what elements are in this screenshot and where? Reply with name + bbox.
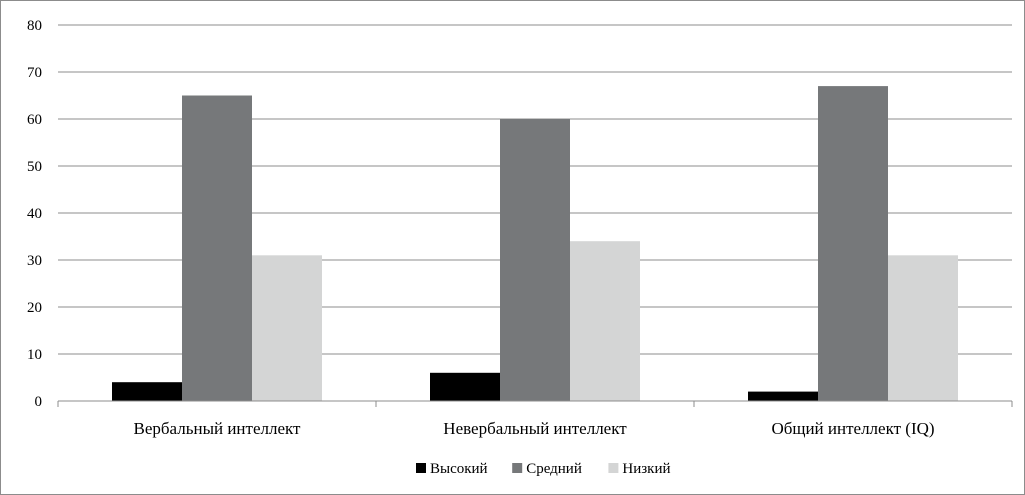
x-category-label: Общий интеллект (IQ) bbox=[771, 419, 934, 438]
bar-3-3 bbox=[888, 255, 958, 401]
x-category-label: Вербальный интеллект bbox=[134, 419, 302, 438]
bar-2-2 bbox=[500, 119, 570, 401]
legend-swatch-1 bbox=[416, 463, 426, 473]
legend-swatch-2 bbox=[512, 463, 523, 473]
y-axis-tick-labels: 0 10 20 30 40 50 60 70 80 bbox=[27, 18, 42, 410]
legend-label-3: Низкий bbox=[622, 461, 670, 477]
bar-3-2 bbox=[570, 241, 640, 401]
bar-1-1 bbox=[112, 382, 182, 401]
bar-1-2 bbox=[430, 372, 500, 401]
y-tick-label: 50 bbox=[27, 159, 42, 175]
y-tick-label: 30 bbox=[27, 253, 42, 269]
y-tick-label: 70 bbox=[27, 65, 42, 81]
bar-2-3 bbox=[818, 86, 888, 401]
bar-3-1 bbox=[252, 255, 322, 401]
bars bbox=[112, 86, 958, 401]
y-tick-label: 0 bbox=[35, 394, 43, 410]
legend-label-2: Средний bbox=[526, 461, 582, 477]
x-axis-category-labels: Вербальный интеллект Невербальный интелле… bbox=[134, 419, 935, 438]
y-tick-label: 60 bbox=[27, 112, 42, 128]
bar-1-3 bbox=[748, 391, 818, 401]
legend-swatch-3 bbox=[608, 463, 619, 473]
y-tick-label: 40 bbox=[27, 206, 42, 222]
y-tick-label: 10 bbox=[27, 347, 42, 363]
x-axis bbox=[57, 400, 1013, 407]
bar-2-1 bbox=[182, 95, 252, 401]
x-category-label: Невербальный интеллект bbox=[443, 419, 627, 438]
legend: Высокий Средний Низкий bbox=[416, 461, 671, 477]
y-tick-label: 20 bbox=[27, 300, 42, 316]
legend-label-1: Высокий bbox=[430, 461, 488, 477]
y-tick-label: 80 bbox=[27, 18, 42, 34]
